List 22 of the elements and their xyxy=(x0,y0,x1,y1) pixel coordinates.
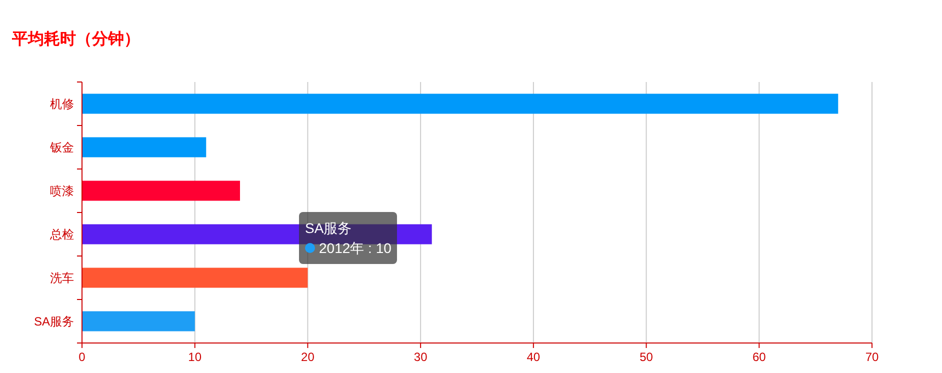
x-tick-label: 10 xyxy=(188,350,202,364)
bar xyxy=(82,311,195,332)
x-tick-label: 20 xyxy=(301,350,315,364)
y-tick-label: 总检 xyxy=(49,227,74,242)
chart-title: 平均耗时（分钟） xyxy=(11,30,140,48)
x-tick-label: 30 xyxy=(414,350,428,364)
y-tick-label: 喷漆 xyxy=(50,184,74,198)
annotation: 2012年 : 10 xyxy=(319,240,392,256)
y-tick-label: 洗车 xyxy=(50,270,74,285)
y-tick-label: SA服务 xyxy=(34,314,74,328)
x-tick-label: 70 xyxy=(865,350,879,364)
bar xyxy=(82,268,308,288)
x-tick-label: 40 xyxy=(526,350,540,364)
annotation: SA服务 xyxy=(305,220,352,236)
y-tick-label: 机修 xyxy=(50,96,74,111)
bar xyxy=(82,137,206,158)
bar xyxy=(82,180,240,201)
x-tick-label: 60 xyxy=(752,350,766,364)
bar xyxy=(82,94,838,114)
x-tick-label: 0 xyxy=(78,350,86,364)
x-tick-label: 50 xyxy=(640,350,654,364)
y-tick-label: 钣金 xyxy=(49,140,74,154)
